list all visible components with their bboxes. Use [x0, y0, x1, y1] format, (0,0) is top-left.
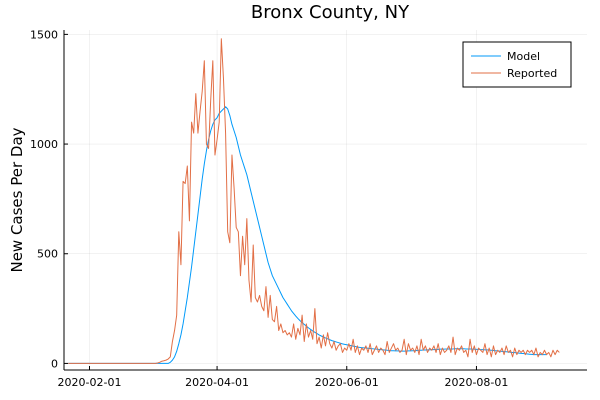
x-tick-label: 2020-04-01 — [185, 376, 249, 389]
x-tick-label: 2020-08-01 — [444, 376, 508, 389]
y-tick-label: 500 — [37, 248, 58, 261]
legend-box — [462, 41, 572, 88]
grid — [64, 30, 587, 370]
legend-label-reported: Reported — [507, 67, 557, 80]
y-tick-label: 1000 — [30, 138, 58, 151]
axes: 0 500 1000 1500 2020-02-01 2020-04-01 2020-06-… — [30, 28, 587, 389]
legend-label-model: Model — [507, 50, 540, 63]
x-tick-label: 2020-06-01 — [315, 376, 379, 389]
series-layer — [68, 38, 560, 364]
chart-title: Bronx County, NY — [251, 2, 410, 23]
y-tick-label: 1500 — [30, 28, 58, 41]
y-axis-label: New Cases Per Day — [8, 127, 26, 272]
x-tick-label: 2020-02-01 — [58, 376, 122, 389]
series-line-model — [68, 106, 547, 364]
series-line-reported — [68, 38, 560, 364]
legend: Model Reported — [462, 41, 572, 88]
y-tick-label: 0 — [51, 357, 58, 370]
